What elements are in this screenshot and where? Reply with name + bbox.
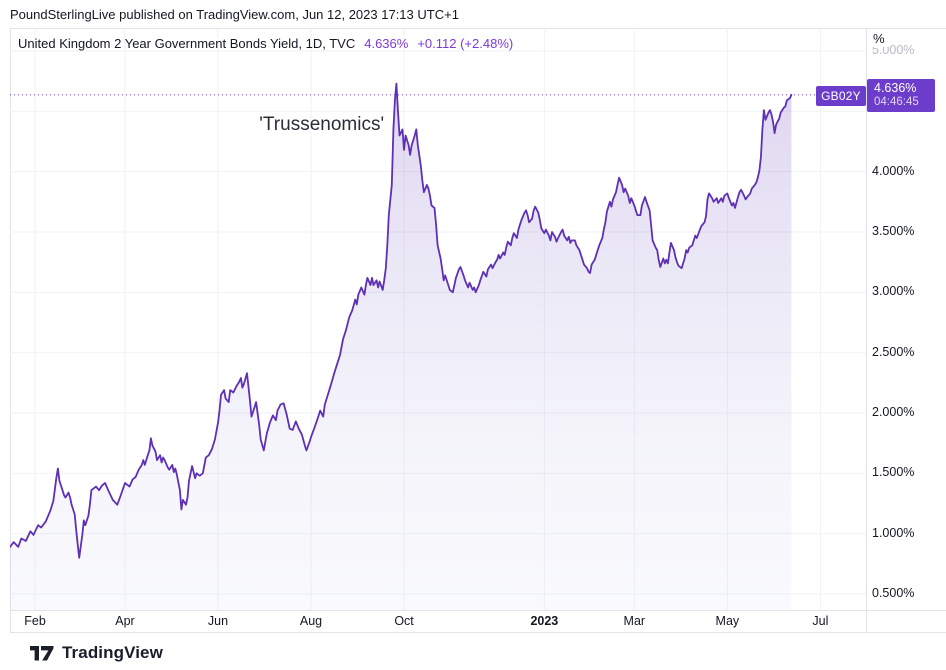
series-symbol-label: GB02Y bbox=[821, 88, 861, 103]
time-tick-label: 2023 bbox=[530, 614, 559, 628]
yield-area-chart bbox=[10, 28, 866, 610]
trussenomics-annotation: 'Trussenomics' bbox=[259, 113, 385, 135]
bar-countdown: 04:46:45 bbox=[874, 95, 919, 108]
last-price-badge: 4.636% 04:46:45 bbox=[867, 78, 935, 112]
last-price-value: 4.636% bbox=[874, 80, 917, 95]
footer: TradingView bbox=[30, 643, 163, 663]
legend-last-value: 4.636% bbox=[364, 36, 409, 51]
time-tick-label: Mar bbox=[623, 614, 646, 628]
tradingview-brand[interactable]: TradingView bbox=[62, 643, 163, 662]
price-tick-label: 1.000% bbox=[872, 525, 915, 540]
time-tick-label: Apr bbox=[115, 614, 135, 628]
time-tick-label: Oct bbox=[394, 614, 414, 628]
price-tick-label: 0.500% bbox=[872, 586, 915, 600]
series-symbol-badge: GB02Y bbox=[816, 85, 866, 106]
price-tick-label: 2.500% bbox=[872, 344, 915, 359]
time-scale-bottom-border bbox=[10, 632, 946, 633]
time-scale-top-border bbox=[10, 610, 946, 611]
price-tick-label: 3.500% bbox=[872, 223, 915, 238]
time-tick-label: Jun bbox=[207, 614, 229, 628]
time-tick-label: Jul bbox=[812, 614, 829, 628]
price-tick-label: 4.000% bbox=[872, 163, 915, 178]
price-unit-label: % bbox=[873, 31, 888, 47]
price-tick-label: 3.000% bbox=[872, 284, 915, 299]
legend-title: United Kingdom 2 Year Government Bonds Y… bbox=[18, 36, 356, 51]
tradingview-logo-icon[interactable] bbox=[30, 645, 54, 661]
frame-top-border bbox=[10, 28, 946, 29]
time-tick-label: Aug bbox=[299, 614, 323, 628]
publisher-bar: PoundSterlingLive published on TradingVi… bbox=[10, 0, 459, 28]
price-tick-label: 1.500% bbox=[872, 465, 915, 480]
chart-legend[interactable]: United Kingdom 2 Year Government Bonds Y… bbox=[18, 36, 513, 51]
publisher-line: PoundSterlingLive published on TradingVi… bbox=[10, 6, 459, 22]
chart-canvas[interactable]: GB02Y 'Trussenomics' bbox=[10, 28, 866, 610]
legend-change: +0.112 (+2.48%) bbox=[417, 36, 514, 51]
time-tick-label: May bbox=[715, 614, 740, 628]
frame-left-border bbox=[10, 28, 11, 632]
price-scale[interactable]: % 4.636% 04:46:45 5.000% 4.000% 3.500% 3.00… bbox=[867, 28, 946, 610]
price-scale-border bbox=[866, 28, 867, 632]
time-scale[interactable]: Feb Apr Jun Aug Oct 2023 Mar May Jul bbox=[10, 611, 946, 632]
time-tick-label: Feb bbox=[24, 614, 46, 628]
price-tick-label: 2.000% bbox=[872, 404, 915, 419]
